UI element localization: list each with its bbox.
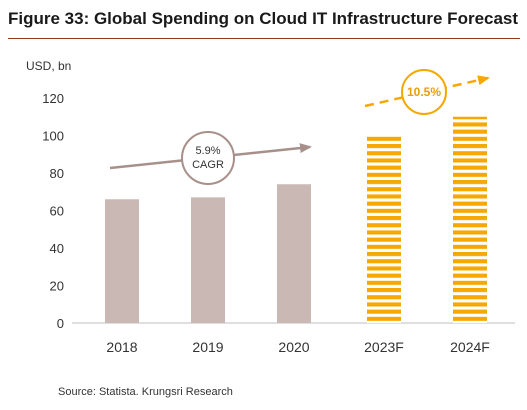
actual-cagr-circle bbox=[181, 131, 235, 185]
y-tick-label: 20 bbox=[50, 279, 64, 294]
x-tick-label: 2018 bbox=[106, 339, 137, 355]
actual-cagr-label: CAGR bbox=[192, 159, 224, 171]
y-tick-label: 120 bbox=[42, 91, 64, 106]
x-tick-label: 2023F bbox=[364, 339, 404, 355]
y-axis-unit-label: USD, bn bbox=[26, 59, 71, 73]
y-tick-label: 0 bbox=[57, 316, 64, 331]
y-tick-label: 40 bbox=[50, 241, 64, 256]
bars bbox=[105, 116, 487, 323]
title-divider bbox=[8, 38, 520, 39]
x-tick-label: 2024F bbox=[450, 339, 490, 355]
bar-2019 bbox=[191, 197, 225, 323]
figure-title: Figure 33: Global Spending on Cloud IT I… bbox=[8, 9, 519, 28]
bar-2023f bbox=[367, 135, 401, 323]
x-tick-label: 2020 bbox=[278, 339, 309, 355]
forecast-cagr-circle bbox=[401, 69, 447, 115]
x-axis: 2018 2019 2020 2023F 2024F bbox=[106, 339, 489, 355]
bar-2020 bbox=[277, 184, 311, 323]
y-axis: 0 20 40 60 80 100 120 bbox=[42, 91, 64, 331]
source-note: Source: Statista. Krungsri Research bbox=[58, 386, 233, 398]
y-tick-label: 80 bbox=[50, 166, 64, 181]
bar-2024f bbox=[453, 116, 487, 323]
forecast-cagr-value: 10.5% bbox=[407, 85, 441, 99]
y-tick-label: 100 bbox=[42, 129, 64, 144]
x-tick-label: 2019 bbox=[192, 339, 223, 355]
actual-cagr-value: 5.9% bbox=[195, 145, 220, 157]
bar-2018 bbox=[105, 199, 139, 323]
y-tick-label: 60 bbox=[50, 204, 64, 219]
